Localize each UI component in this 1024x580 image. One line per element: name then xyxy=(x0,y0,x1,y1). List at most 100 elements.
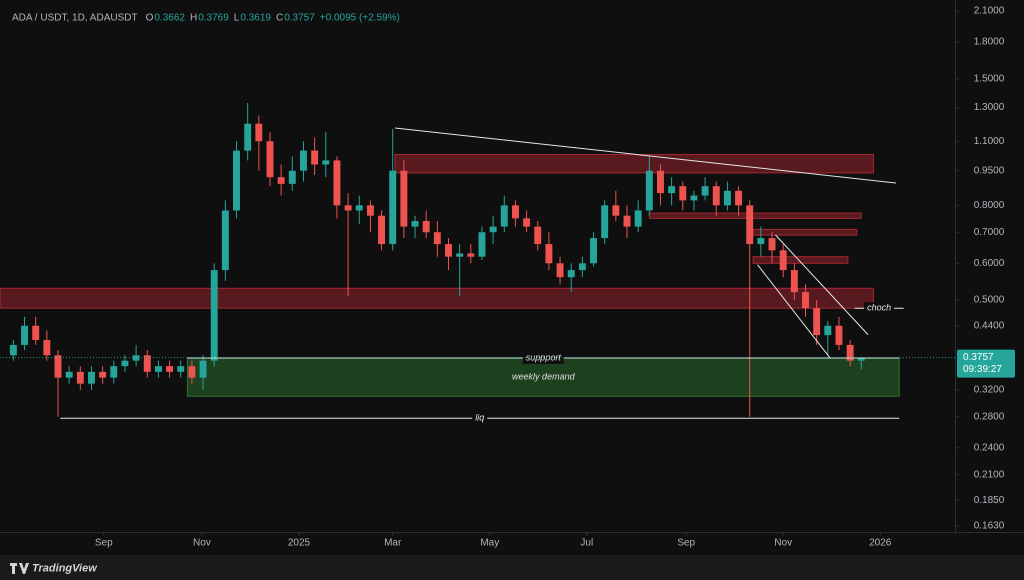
candle-body xyxy=(757,238,765,245)
candle-body xyxy=(422,221,430,233)
candle-body xyxy=(534,226,542,245)
candle-body xyxy=(824,325,832,336)
candle-body xyxy=(210,270,218,361)
candle-body xyxy=(846,344,854,361)
x-tick-label: Mar xyxy=(384,538,402,549)
legend-header: ADA / USDT, 1D, ADAUSDT O 0.3662 H 0.3769 L 0… xyxy=(12,13,400,24)
zone xyxy=(0,287,875,309)
candle-body xyxy=(299,150,307,171)
candle-body xyxy=(523,218,531,227)
y-tick-label: 2.1000 xyxy=(974,6,1005,17)
x-tick-label: Nov xyxy=(193,538,211,549)
candle-body xyxy=(779,250,787,271)
candle-body xyxy=(712,186,720,206)
candle-body xyxy=(344,205,352,211)
candle-body xyxy=(590,238,597,264)
candle-body xyxy=(545,244,553,264)
candle-body xyxy=(76,371,84,384)
candle-body xyxy=(154,366,162,372)
y-tick-label: 0.8000 xyxy=(974,200,1005,211)
candle-body xyxy=(489,226,497,233)
candle-body xyxy=(567,270,575,278)
candle-body xyxy=(110,366,118,378)
y-tick-label: 1.5000 xyxy=(974,73,1005,84)
logo: TradingView xyxy=(10,562,98,574)
ohlc-value: 0.3757 xyxy=(284,13,315,24)
candle-body xyxy=(54,355,62,378)
x-tick-label: Nov xyxy=(774,538,792,549)
candle-body xyxy=(99,371,107,378)
candle-body xyxy=(121,360,129,367)
candle-body xyxy=(322,160,330,165)
zone xyxy=(648,212,862,219)
y-tick-label: 0.9500 xyxy=(974,165,1005,176)
candle-body xyxy=(690,195,698,201)
candle-body xyxy=(199,360,207,378)
candle-body xyxy=(478,232,486,257)
y-tick-label: 0.4400 xyxy=(974,320,1005,331)
x-tick-label: May xyxy=(480,538,499,549)
candle-body xyxy=(835,325,843,345)
y-tick-label: 0.2100 xyxy=(974,469,1005,480)
candle-body xyxy=(311,150,319,165)
candle-body xyxy=(277,177,285,184)
candle-body xyxy=(735,190,743,206)
y-tick-label: 0.1630 xyxy=(974,520,1005,531)
candle-body xyxy=(445,244,452,257)
line-label-bg xyxy=(472,412,488,425)
candle-body xyxy=(433,232,441,245)
candle-body xyxy=(255,123,263,142)
candle-body xyxy=(21,325,29,345)
zone xyxy=(394,153,875,174)
candle-body xyxy=(813,308,821,336)
ohlc-value: 0.3662 xyxy=(154,13,185,24)
y-tick-label: 0.2800 xyxy=(974,411,1005,422)
y-tick-label: 1.3000 xyxy=(974,102,1005,113)
trend-line xyxy=(775,234,869,335)
ohlc-value: 0.3769 xyxy=(198,13,229,24)
trend-line xyxy=(757,264,831,359)
candle-body xyxy=(233,150,240,211)
candle-body xyxy=(657,170,664,194)
x-tick-label: 2026 xyxy=(869,538,892,549)
candle-body xyxy=(32,325,40,340)
trend-line xyxy=(394,127,896,184)
candle-body xyxy=(668,186,676,194)
candle-body xyxy=(612,205,620,216)
y-tick-label: 1.8000 xyxy=(974,37,1005,48)
y-tick-label: 0.7000 xyxy=(974,227,1005,238)
x-tick-label: Jul xyxy=(580,538,593,549)
symbol: ADA / USDT, 1D, ADAUSDT xyxy=(12,13,138,24)
last-price-label: 0.3757 xyxy=(963,352,994,363)
zones: weekly demand xyxy=(0,153,900,397)
candle-body xyxy=(623,215,631,227)
candle-body xyxy=(9,344,17,356)
zone xyxy=(186,357,900,397)
candle-body xyxy=(389,170,397,245)
candle-body xyxy=(166,366,174,372)
candle-body xyxy=(790,270,798,293)
footer-bar xyxy=(0,555,1024,580)
candle-body xyxy=(802,292,809,309)
candle-body xyxy=(746,205,754,245)
candle-body xyxy=(333,160,341,206)
x-tick-label: Sep xyxy=(677,538,695,549)
x-tick-label: Sep xyxy=(95,538,113,549)
zone-label: weekly demand xyxy=(512,371,576,381)
ohlc-key: O xyxy=(146,13,154,24)
candle-body xyxy=(456,253,464,257)
ohlc-key: C xyxy=(276,13,283,24)
x-tick-label: 2025 xyxy=(288,538,311,549)
candle-body xyxy=(701,186,709,196)
candle-body xyxy=(266,141,274,178)
candle-body xyxy=(288,170,296,184)
zone xyxy=(752,228,858,236)
y-tick-label: 0.5000 xyxy=(974,295,1005,306)
y-tick-label: 1.1000 xyxy=(974,136,1005,147)
ohlc-key: L xyxy=(234,13,240,24)
candle-body xyxy=(355,205,363,211)
candle-body xyxy=(467,253,475,257)
candle-body xyxy=(378,215,386,245)
